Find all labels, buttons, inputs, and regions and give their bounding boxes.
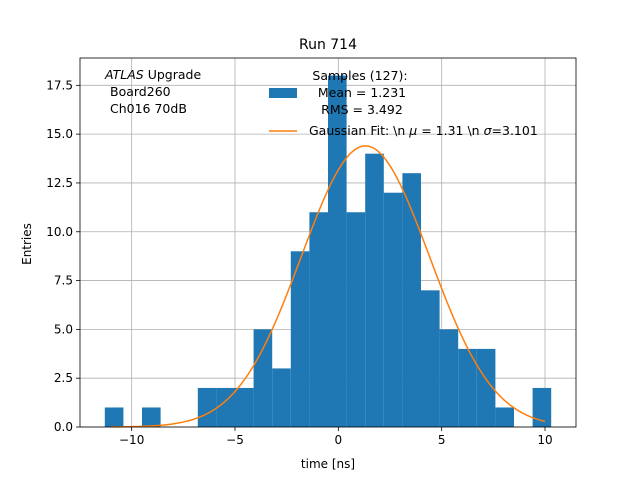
histogram-bar (253, 329, 273, 427)
legend-histogram-line-2: Mean = 1.231 (314, 85, 406, 100)
histogram-bar (365, 153, 384, 427)
y-axis-label: Entries (20, 223, 34, 265)
legend-fit-mu: μ (408, 123, 417, 138)
histogram-bar (142, 407, 161, 427)
histogram-bar (476, 348, 496, 427)
histogram-bar (495, 407, 514, 427)
annotation-upgrade: Upgrade (144, 67, 202, 82)
legend-fit-mid: = 1.31 \n (417, 123, 483, 138)
histogram-bar (532, 387, 552, 427)
axis-ticks: −10 −5 0 5 10 0.0 2.5 5.0 7.5 10.0 12.5 15.0 17.5 (46, 78, 552, 447)
histogram-bars (104, 75, 552, 428)
legend-fit-label: Gaussian Fit: \n μ = 1.31 \n σ=3.101 (309, 123, 538, 138)
histogram-bar (272, 368, 291, 427)
y-tick-label: 2.5 (54, 371, 73, 385)
histogram-bar (421, 290, 440, 427)
gaussian-fit-line (110, 145, 546, 428)
histogram-bar (216, 387, 235, 427)
x-tick-label: −10 (119, 433, 144, 447)
x-tick-label: 5 (438, 433, 446, 447)
legend-histogram-swatch (269, 88, 297, 98)
legend-fit-sigma: σ (484, 123, 493, 138)
histogram-bar (309, 212, 328, 427)
atlas-annotation: ATLAS Upgrade Board260 Ch016 70dB (104, 67, 201, 116)
y-tick-label: 0.0 (54, 420, 73, 434)
histogram-bar (290, 251, 310, 427)
annotation-line-3: Ch016 70dB (110, 101, 187, 116)
legend-fit-text: Gaussian Fit: \n (309, 123, 409, 138)
y-tick-label: 7.5 (54, 274, 73, 288)
histogram-bar (104, 407, 124, 427)
annotation-line-2: Board260 (110, 84, 171, 99)
histogram-bar (402, 173, 421, 427)
annotation-line-1: ATLAS Upgrade (104, 67, 201, 82)
y-tick-label: 5.0 (54, 322, 73, 336)
y-tick-label: 15.0 (46, 127, 73, 141)
x-tick-label: 0 (335, 433, 343, 447)
x-axis-label: time [ns] (301, 457, 355, 471)
annotation-atlas: ATLAS (104, 67, 144, 82)
legend: Samples (127): Mean = 1.231 RMS = 3.492 … (269, 68, 538, 138)
histogram-bar (439, 329, 459, 427)
histogram-bar (458, 348, 477, 427)
legend-histogram-line-1: Samples (127): (312, 68, 407, 83)
x-tick-label: 10 (537, 433, 552, 447)
legend-fit-end: =3.101 (492, 123, 538, 138)
histogram-bar (383, 192, 403, 427)
y-tick-label: 10.0 (46, 225, 73, 239)
histogram-bar (346, 212, 366, 427)
y-tick-label: 12.5 (46, 176, 73, 190)
chart-title: Run 714 (299, 37, 357, 53)
axes-frame (79, 57, 577, 428)
legend-histogram-line-3: RMS = 3.492 (317, 102, 403, 117)
histogram-bar (197, 387, 217, 427)
histogram-bar (235, 387, 254, 427)
y-tick-label: 17.5 (46, 78, 73, 92)
x-tick-label: −5 (226, 433, 244, 447)
